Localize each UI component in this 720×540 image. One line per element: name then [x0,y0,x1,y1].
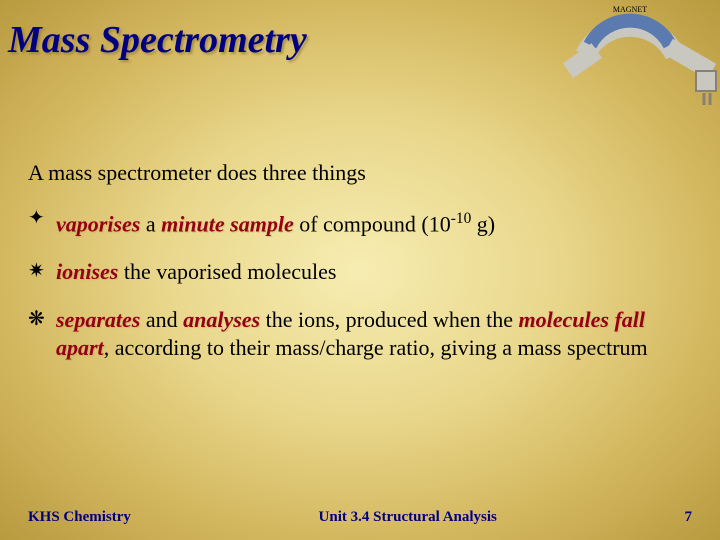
bullet-icon: ❋ [28,306,56,332]
bullet-item: ✦vaporises a minute sample of compound (… [28,205,688,238]
bullet-item: ✷ionises the vaporised molecules [28,258,688,286]
footer-right: 7 [685,509,693,526]
bullet-text: vaporises a minute sample of compound (1… [56,205,495,238]
bullet-text: separates and analyses the ions, produce… [56,306,688,362]
page-title: Mass Spectrometry [8,18,307,62]
footer-left: KHS Chemistry [28,509,131,526]
footer-center: Unit 3.4 Structural Analysis [319,509,497,526]
bullet-text: ionises the vaporised molecules [56,258,336,286]
bullet-icon: ✷ [28,258,56,284]
spectrometer-diagram: MAGNET [540,0,720,110]
intro-text: A mass spectrometer does three things [28,160,366,186]
footer: KHS Chemistry Unit 3.4 Structural Analys… [0,509,720,526]
magnet-label: MAGNET [613,5,647,14]
bullet-list: ✦vaporises a minute sample of compound (… [28,205,688,382]
bullet-icon: ✦ [28,205,56,231]
bullet-item: ❋separates and analyses the ions, produc… [28,306,688,362]
